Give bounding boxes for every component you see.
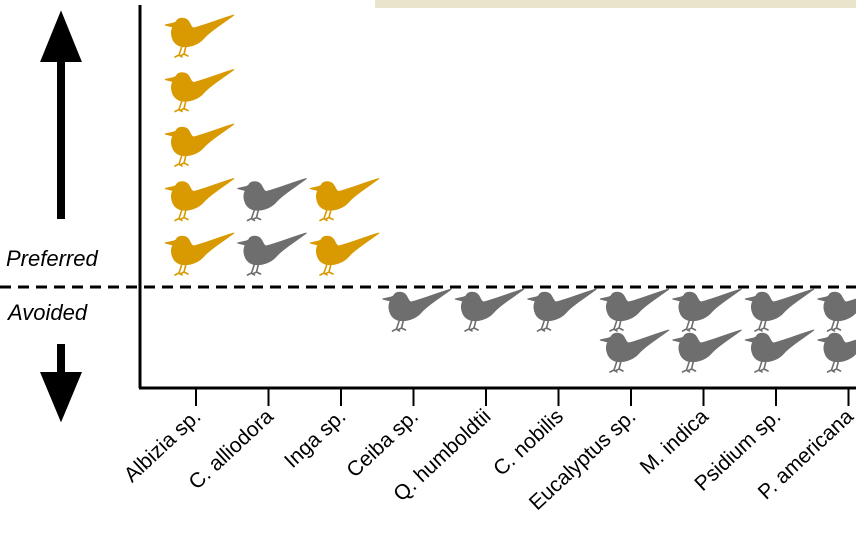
bird-icon — [816, 288, 856, 332]
bird-icon — [164, 123, 235, 167]
bird-icon — [309, 232, 380, 276]
bird-icon — [671, 288, 743, 332]
bird-icon — [599, 288, 670, 332]
arrow-up-icon — [40, 10, 82, 219]
avoided-label: Avoided — [8, 300, 88, 325]
bird-icon — [816, 329, 856, 373]
bird-icon — [381, 288, 453, 332]
bird-icon — [454, 288, 525, 332]
bird-icon — [236, 177, 308, 222]
bird-icon — [526, 288, 598, 332]
bird-icon — [309, 177, 380, 222]
bird-icon — [164, 177, 235, 222]
bird-icon — [236, 232, 308, 276]
x-tick-label: Inga sp. — [280, 405, 350, 473]
preferred-label: Preferred — [6, 246, 98, 271]
bird-icon — [599, 329, 670, 373]
bird-icon — [164, 68, 235, 113]
arrow-down-icon — [40, 344, 82, 423]
bird-icon — [164, 232, 235, 276]
bird-icon — [671, 329, 743, 373]
bird-icon — [164, 14, 235, 58]
bird-icon — [744, 288, 815, 332]
top-banner — [375, 0, 856, 8]
bird-icon — [744, 329, 815, 373]
